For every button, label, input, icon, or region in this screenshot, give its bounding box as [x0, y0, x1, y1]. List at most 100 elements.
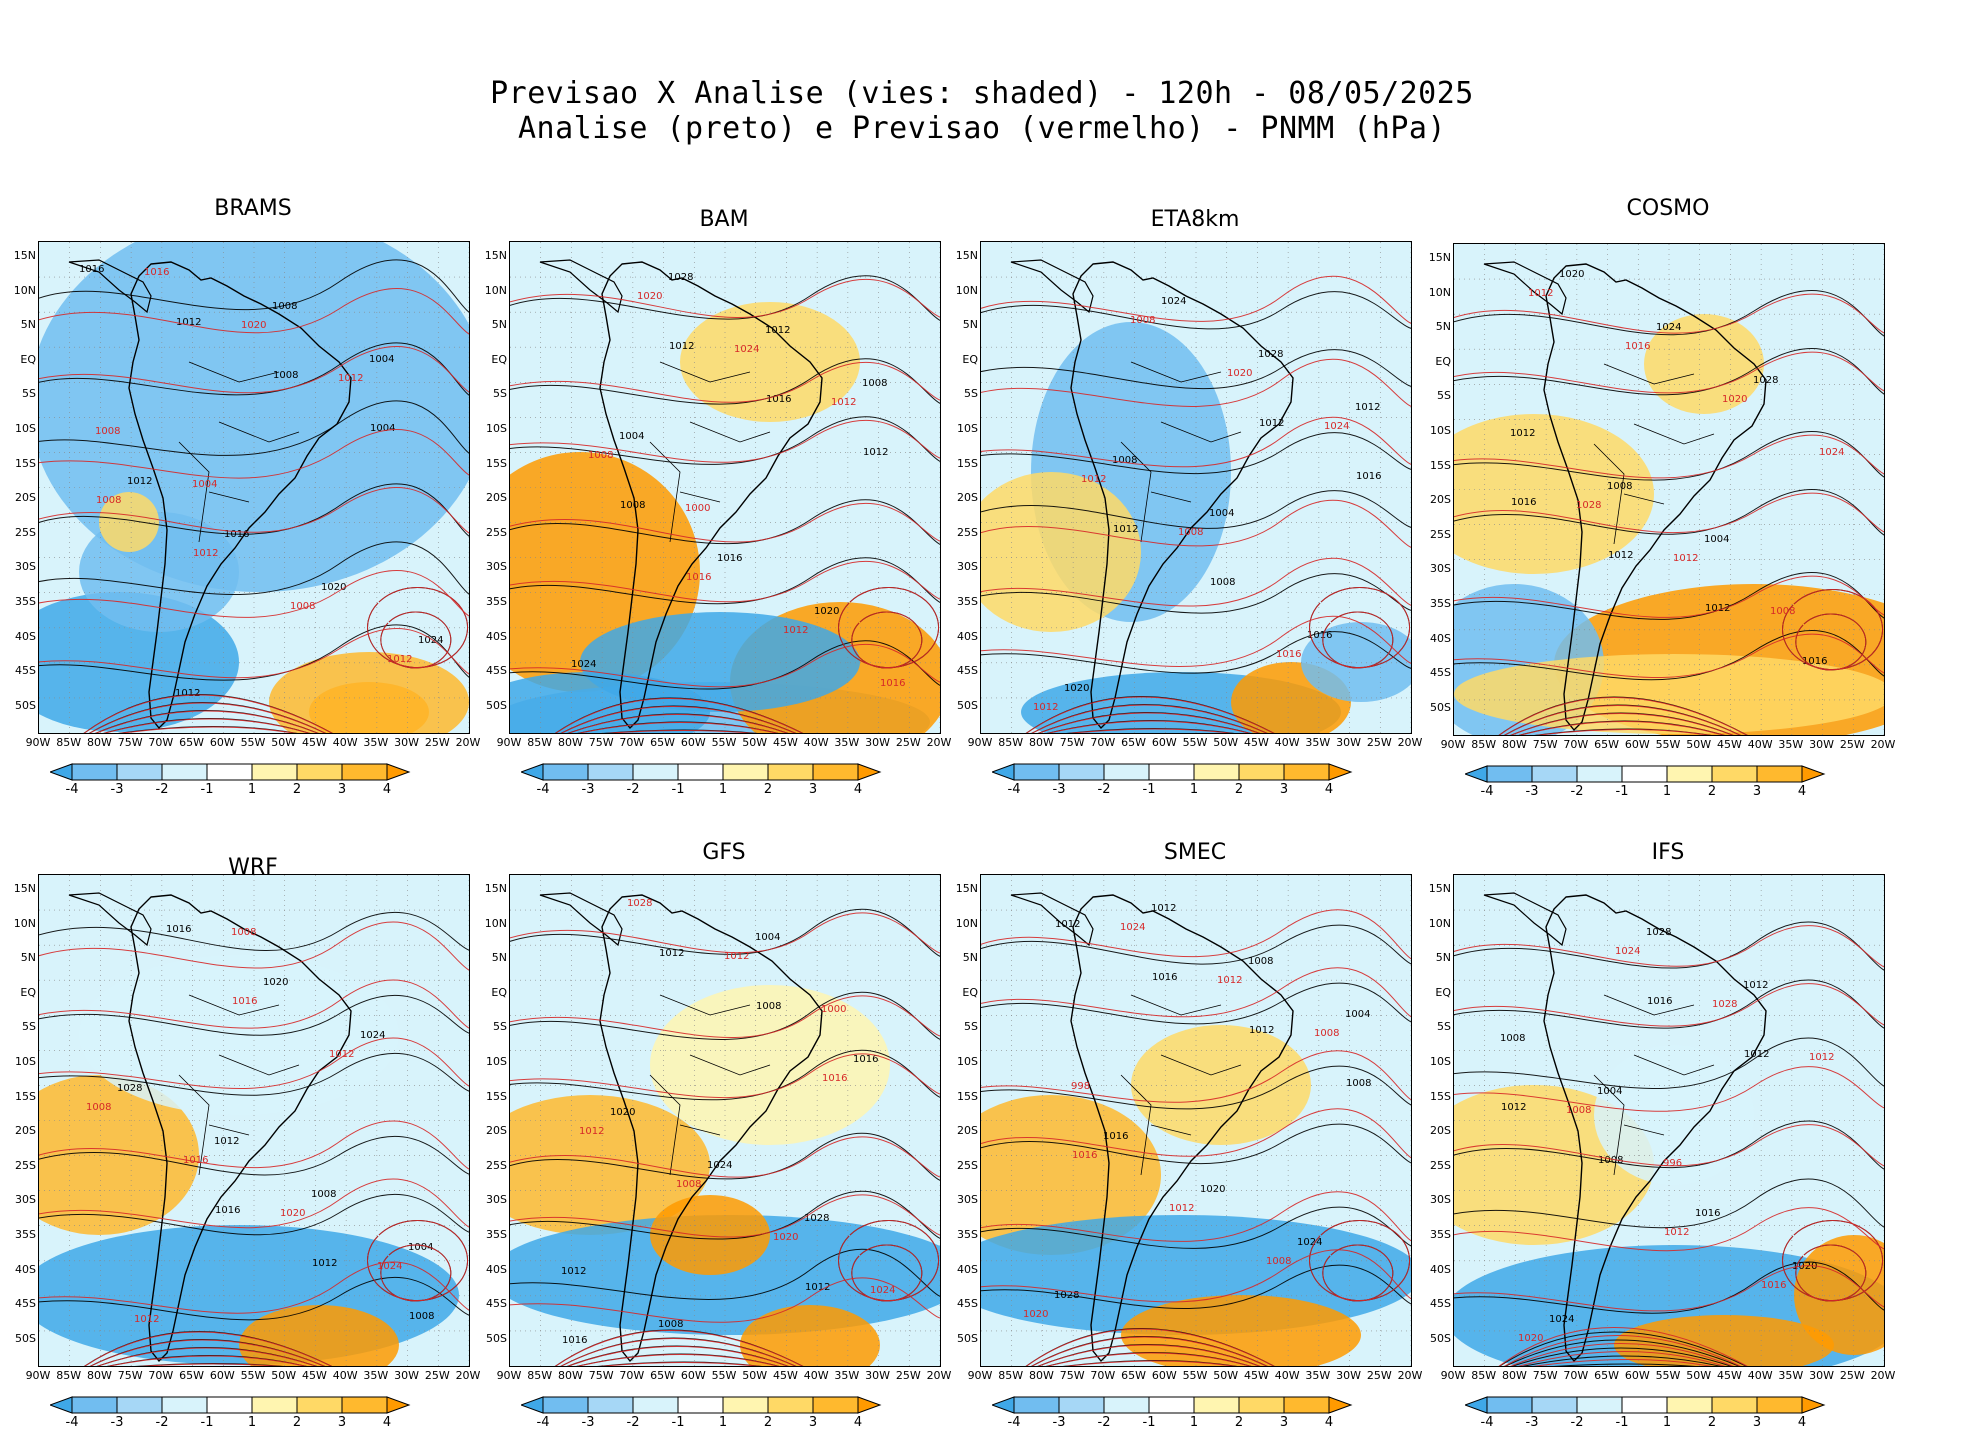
- forecast-isobar: [1504, 1335, 1741, 1366]
- analysis-isobar-label: 1012: [669, 341, 694, 352]
- forecast-isobar: [1518, 1351, 1726, 1366]
- colorbar-tick-label: 4: [1797, 784, 1807, 799]
- analysis-isobar: [510, 1248, 940, 1300]
- longitude-tick-label: 90W: [1440, 1369, 1466, 1382]
- longitude-tick-label: 20W: [455, 1369, 481, 1382]
- forecast-isobar-label: 1016: [144, 267, 169, 278]
- analysis-isobar-label: 1012: [1113, 524, 1138, 535]
- forecast-isobar-label: 1008: [1266, 1256, 1291, 1267]
- forecast-isobar-label: 1012: [1081, 474, 1106, 485]
- forecast-isobar-label: 1012: [831, 397, 856, 408]
- latitude-tick-label: 40S: [957, 1262, 978, 1276]
- analysis-isobar-label: 1004: [1597, 1086, 1622, 1097]
- panel-title: ETA8km: [1150, 207, 1240, 232]
- longitude-tick-label: 45W: [1716, 738, 1742, 751]
- forecast-isobar: [567, 1346, 789, 1366]
- colorbar-segment: [71, 1396, 118, 1414]
- forecast-isobar: [39, 1178, 469, 1229]
- longitude-tick-label: 65W: [179, 1369, 204, 1382]
- map-frame: 1016 1012 1012 1008 1016 1020 1024 1028 1012 1008…: [1453, 874, 1885, 1367]
- longitude-tick-label: 40W: [803, 1369, 829, 1382]
- forecast-isobar-label: 1028: [1576, 500, 1601, 511]
- longitude-tick-label: 80W: [557, 1369, 583, 1382]
- colorbar-low-arrow: [521, 1396, 544, 1414]
- latitude-tick-label: 15N: [484, 882, 507, 895]
- analysis-isobar-label: 1004: [1345, 1009, 1370, 1020]
- colorbar-high-arrow: [1328, 1396, 1353, 1414]
- colorbar-tick-label: 2: [763, 782, 773, 797]
- forecast-isobar: [1454, 492, 1884, 534]
- analysis-isobar: [1454, 921, 1884, 971]
- forecast-isobar: [39, 1120, 469, 1170]
- country-borders: [1593, 994, 1715, 1176]
- colorbar-tick-label: -1: [1142, 782, 1156, 797]
- colorbar-segment: [296, 1396, 343, 1414]
- colorbar-tick-label: 4: [1324, 782, 1334, 797]
- longitude-tick-label: 65W: [1121, 1369, 1146, 1382]
- longitude-tick-label: 45W: [1716, 1369, 1742, 1382]
- colorbar-segment: [1756, 1396, 1803, 1414]
- analysis-isobar: [510, 1049, 940, 1101]
- latitude-tick-label: 50S: [1430, 1331, 1451, 1345]
- colorbar-high-arrow: [1328, 763, 1353, 781]
- forecast-isobar: [1025, 1328, 1275, 1366]
- latitude-tick-label: 25S: [15, 525, 36, 539]
- forecast-isobar: [89, 1339, 325, 1366]
- bias-shading: [1301, 622, 1411, 702]
- latitude-tick-label: 50S: [957, 1331, 978, 1345]
- analysis-isobar-label: 1012: [1608, 550, 1633, 561]
- colorbar-segment: [1621, 765, 1668, 783]
- forecast-isobar: [1454, 434, 1884, 479]
- colorbar-segment: [1238, 1396, 1285, 1414]
- longitude-tick-label: 80W: [557, 736, 583, 749]
- colorbar-tick-label: -2: [626, 782, 640, 797]
- figure-title-line-2: Analise (preto) e Previsao (vermelho) - …: [517, 111, 1447, 146]
- map-canvas: 1012 1016 1012 1008 1016 1020 1024 1028 1012 1008…: [510, 242, 940, 733]
- south-america-coastline: [128, 261, 352, 730]
- analysis-isobar: [39, 911, 469, 952]
- forecast-isobar: [1037, 1344, 1260, 1366]
- latitude-tick-label: 5S: [964, 387, 978, 401]
- analysis-isobar-label: 1024: [1549, 1314, 1574, 1325]
- analysis-isobar: [981, 982, 1411, 1025]
- forecast-isobar: [510, 995, 940, 1038]
- map-canvas: 1012 1016 1012 1008 1016 1020 1024 1028 1012 1008…: [981, 242, 1411, 733]
- longitude-tick-label: 40W: [332, 736, 358, 749]
- longitude-tick-label: 55W: [240, 736, 266, 749]
- longitude-tick-label: 70W: [148, 1369, 174, 1382]
- latitude-tick-label: 5S: [964, 1020, 978, 1034]
- colorbar-tick-label: 1: [247, 1415, 257, 1430]
- analysis-isobar-label: 1004: [755, 932, 780, 943]
- colorbar-segment: [206, 1396, 253, 1414]
- latitude-tick-label: 25S: [1430, 1158, 1451, 1172]
- forecast-isobar: [1454, 633, 1884, 679]
- analysis-isobar-label: 1012: [1055, 919, 1080, 930]
- longitude-tick-label: 35W: [1778, 738, 1804, 751]
- colorbar-segment: [1531, 765, 1578, 783]
- longitude-tick-label: 55W: [1655, 1369, 1681, 1382]
- forecast-isobar: [851, 1244, 923, 1302]
- forecast-isobar-label: 1024: [1324, 421, 1349, 432]
- colorbar-tick-label: -2: [1570, 784, 1584, 799]
- bias-colorbar: [50, 763, 411, 781]
- colorbar-tick-label: 2: [1707, 784, 1717, 799]
- longitude-tick-label: 90W: [496, 736, 522, 749]
- latitude-tick-label: 10N: [484, 283, 507, 297]
- longitude-tick-label: 75W: [588, 736, 614, 749]
- latitude-tick-label: 35S: [957, 595, 978, 608]
- analysis-isobar: [981, 573, 1411, 614]
- analysis-isobar-label: 1028: [1753, 375, 1778, 386]
- south-america-coastline: [1543, 894, 1767, 1363]
- analysis-isobar: [981, 1123, 1411, 1165]
- analysis-isobar-label: 1020: [1792, 1261, 1817, 1272]
- forecast-isobar: [1454, 983, 1884, 1027]
- analysis-isobar-label: 1008: [1210, 577, 1235, 588]
- colorbar-tick-label: 3: [1279, 782, 1289, 797]
- forecast-isobar: [605, 730, 755, 733]
- map-canvas: 1016 1012 1012 1016 1020 1024 1028 1012 1008 1004…: [1454, 244, 1884, 735]
- forecast-isobar: [84, 1331, 332, 1366]
- latitude-tick-label: 5N: [962, 318, 978, 332]
- forecast-isobar: [1795, 1244, 1867, 1302]
- forecast-isobar-label: 1020: [1518, 1333, 1543, 1344]
- longitude-tick-label: 25W: [1839, 1369, 1865, 1382]
